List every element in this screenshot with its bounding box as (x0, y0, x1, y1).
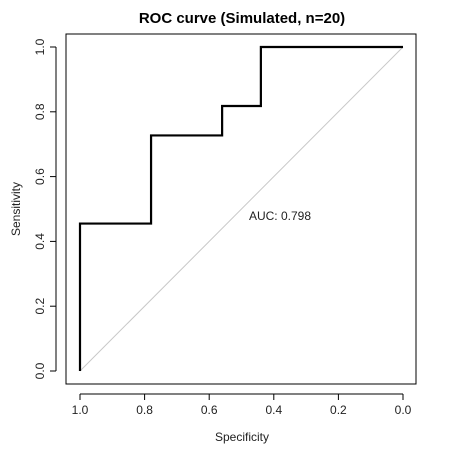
x-axis: 1.0 0.8 0.6 0.4 0.2 0.0 (72, 393, 412, 417)
y-tick-label: 0.2 (33, 298, 47, 315)
chart-title: ROC curve (Simulated, n=20) (139, 10, 345, 27)
auc-annotation: AUC: 0.798 (249, 209, 311, 223)
reference-diagonal-line (79, 46, 404, 372)
reference-line-layer (79, 46, 404, 372)
y-axis: 0.0 0.2 0.4 0.6 0.8 1.0 (33, 38, 57, 379)
x-tick-label: 0.2 (330, 403, 347, 417)
x-tick-label: 0.0 (395, 403, 412, 417)
x-tick-label: 1.0 (72, 403, 89, 417)
x-tick-label: 0.4 (265, 403, 282, 417)
y-tick-label: 0.0 (33, 362, 47, 379)
y-tick-label: 0.4 (33, 233, 47, 250)
y-tick-label: 0.6 (33, 168, 47, 185)
x-axis-label: Specificity (215, 430, 269, 444)
x-tick-label: 0.8 (136, 403, 153, 417)
plot-frame (65, 33, 417, 385)
y-axis-label: Sensitivity (9, 182, 23, 236)
x-tick-label: 0.6 (201, 403, 218, 417)
y-tick-label: 1.0 (33, 38, 47, 55)
y-tick-label: 0.8 (33, 103, 47, 120)
series-layer (78, 45, 403, 371)
roc-series-line (78, 45, 403, 371)
